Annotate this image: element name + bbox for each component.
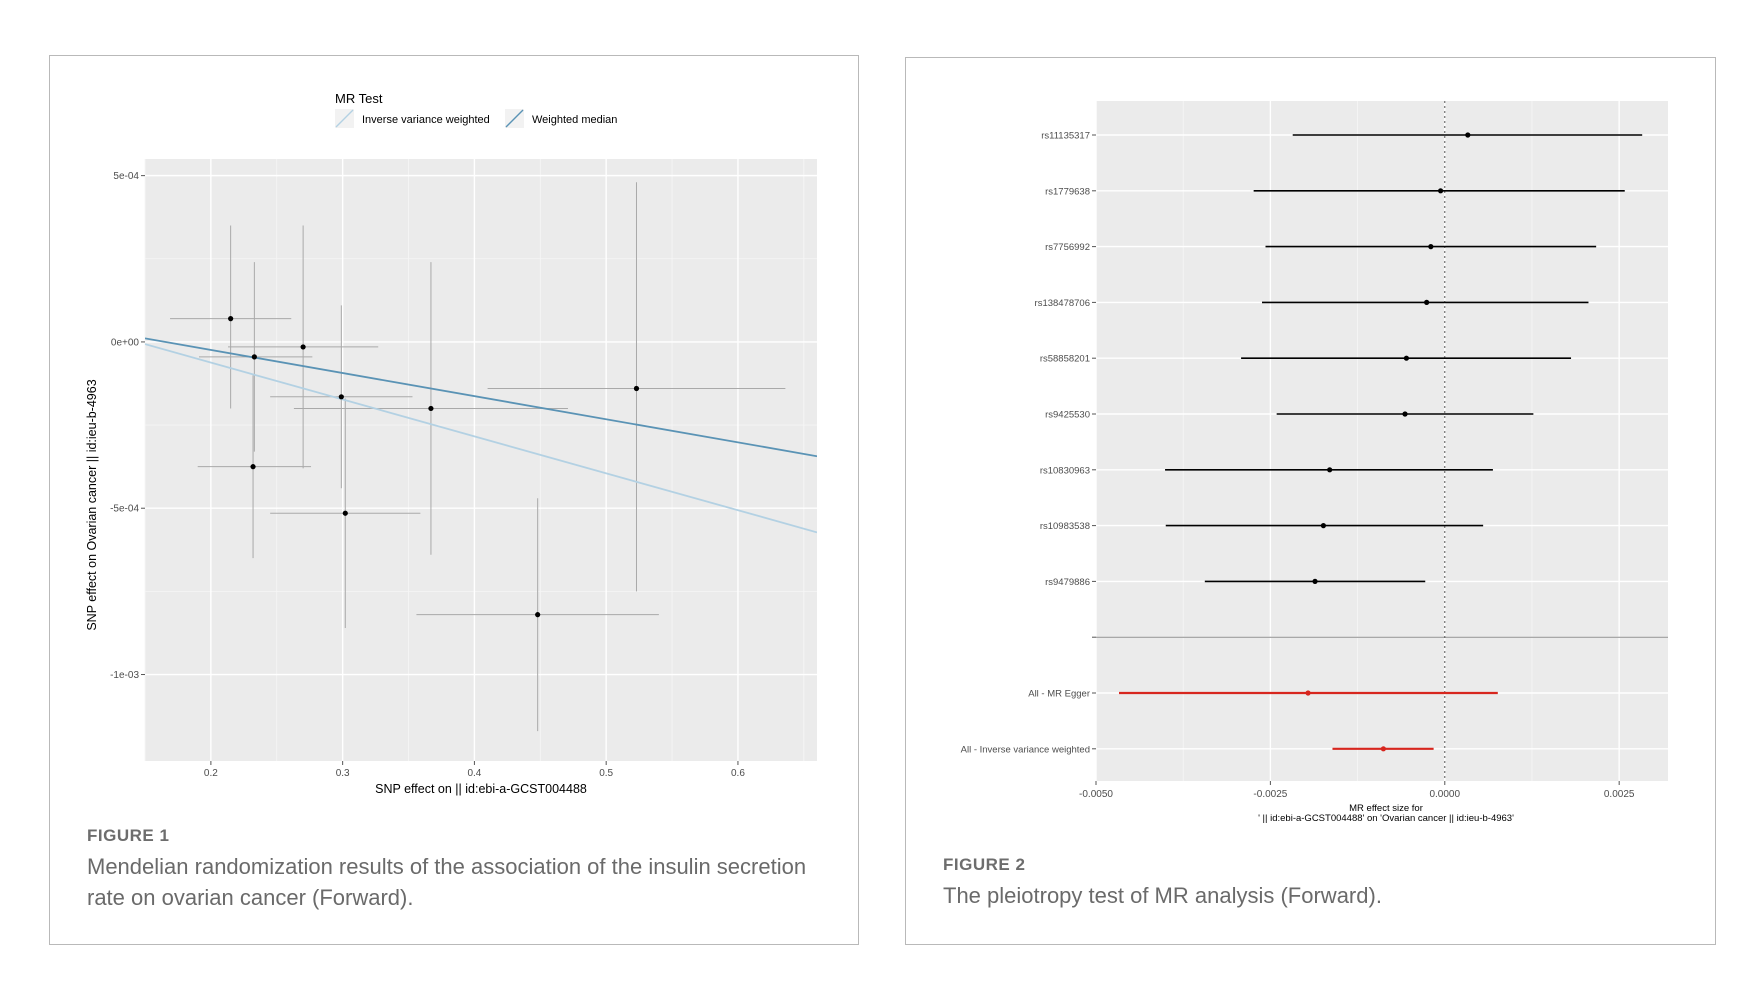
legend-title: MR Test [335, 91, 383, 106]
figure-1-caption: Mendelian randomization results of the a… [87, 854, 807, 910]
figure-2-panel: -0.0050 -0.0025 0.0000 0.0025 rs11135317 rs17… [905, 57, 1716, 945]
estimate-point [1320, 523, 1327, 529]
mr-line [145, 337, 817, 458]
mr-scatter-chart: 0.2 0.3 0.4 0.5 0.6 5e-04 0e+00 -5e-04 -1e-03 SNP… [85, 91, 817, 796]
x-tick-label: 0.0025 [1604, 789, 1635, 800]
mr-line [145, 343, 817, 534]
estimate-point [1403, 355, 1410, 361]
snp-point [338, 394, 344, 400]
x-axis-title: SNP effect on || id:ebi-a-GCST004488 [375, 782, 587, 796]
plot-background [145, 159, 817, 761]
snp-point [250, 464, 256, 470]
row-label: rs9479886 [1045, 577, 1090, 588]
estimate-point [1437, 188, 1444, 194]
figure-1-label: FIGURE 1 [87, 826, 170, 845]
x-axis-title: MR effect size for [1349, 803, 1423, 814]
row-label: rs138478706 [1035, 298, 1090, 309]
snp-point [251, 354, 257, 360]
estimate-point [1312, 578, 1318, 585]
estimate-point [1428, 244, 1434, 250]
estimate-point [1402, 411, 1408, 417]
legend-key-line [505, 109, 524, 128]
y-tick-label: -5e-04 [110, 504, 139, 515]
x-tick-label: -0.0050 [1079, 789, 1113, 800]
figure-2-caption: The pleiotropy test of MR analysis (Forw… [943, 883, 1382, 908]
x-axis-title: ' || id:ebi-a-GCST004488' on 'Ovarian ca… [1258, 813, 1514, 824]
row-label: rs11135317 [1041, 131, 1090, 142]
y-tick-label: -1e-03 [110, 670, 139, 681]
snp-point [342, 510, 348, 516]
plot-area [145, 182, 817, 732]
x-tick-label: 0.5 [599, 768, 613, 779]
row-label: rs7756992 [1045, 242, 1090, 253]
mr-forest-chart: -0.0050 -0.0025 0.0000 0.0025 rs11135317 rs17… [961, 101, 1668, 824]
x-tick-label: 0.0000 [1429, 789, 1460, 800]
figure-1-panel: 0.2 0.3 0.4 0.5 0.6 5e-04 0e+00 -5e-04 -1e-03 SNP… [49, 55, 859, 945]
estimate-point [1380, 746, 1386, 752]
snp-point [300, 344, 306, 350]
snp-point [428, 405, 434, 412]
estimate-point [1465, 132, 1471, 138]
x-tick-label: -0.0025 [1253, 789, 1287, 800]
row-label: All - Inverse variance weighted [961, 744, 1090, 755]
snp-point [535, 612, 541, 618]
x-tick-label: 0.4 [467, 768, 481, 779]
row-label: rs58858201 [1040, 354, 1090, 365]
snp-point [228, 316, 234, 322]
row-label: rs10830963 [1040, 465, 1090, 476]
plot-background [1096, 101, 1668, 781]
estimate-point [1424, 299, 1430, 305]
x-tick-label: 0.2 [204, 768, 218, 779]
y-axis-title: SNP effect on Ovarian cancer || id:ieu-b… [85, 379, 99, 630]
legend-key-line [335, 109, 354, 128]
x-tick-label: 0.3 [336, 768, 350, 779]
figure-2-label: FIGURE 2 [943, 855, 1026, 874]
row-label: rs9425530 [1045, 410, 1090, 421]
legend-entry-label: Inverse variance weighted [362, 114, 490, 126]
estimate-point [1305, 690, 1311, 696]
estimate-point [1327, 467, 1333, 473]
row-label: rs1779638 [1045, 186, 1090, 197]
y-tick-label: 5e-04 [113, 171, 139, 182]
legend-entry-label: Weighted median [532, 114, 617, 126]
row-label: All - MR Egger [1028, 689, 1090, 700]
row-label: rs10983538 [1040, 521, 1090, 532]
x-tick-label: 0.6 [731, 768, 745, 779]
y-tick-label: 0e+00 [111, 337, 140, 348]
snp-point [633, 385, 640, 392]
